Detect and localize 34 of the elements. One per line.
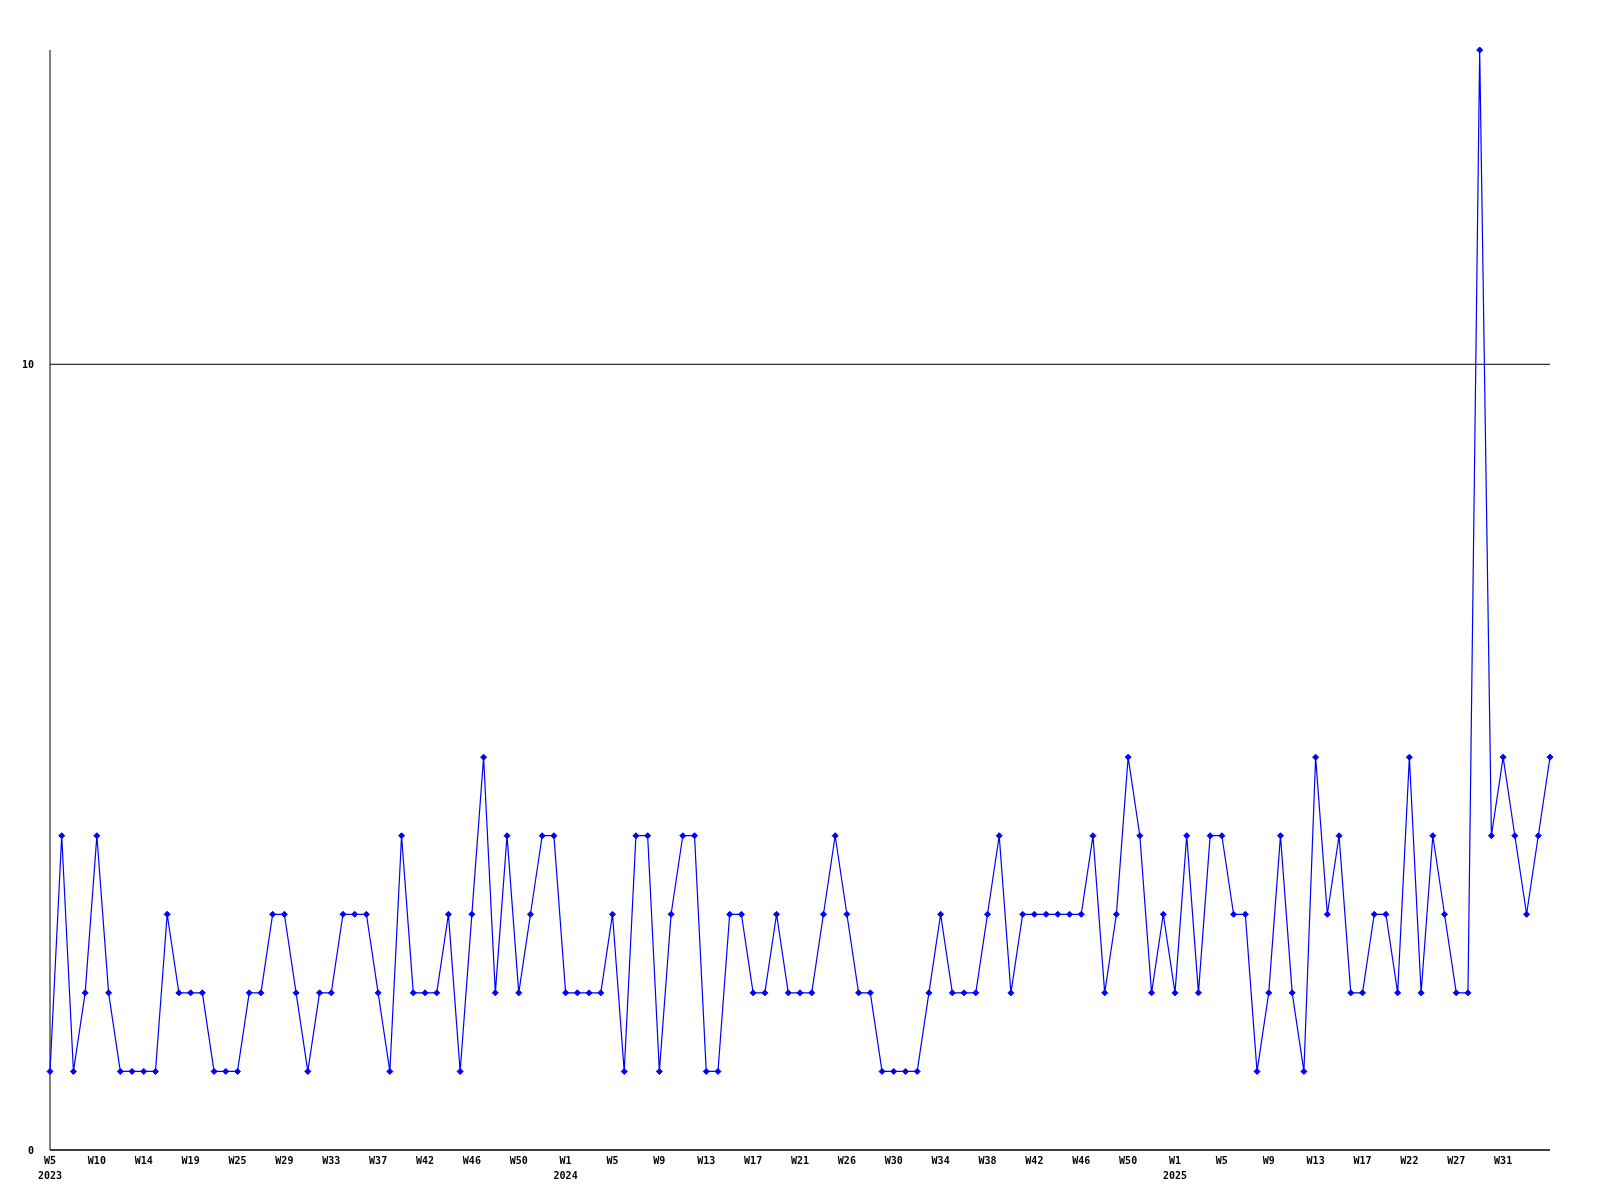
x-tick-label: W22 [1400,1155,1419,1166]
x-tick-label: W38 [978,1155,997,1166]
x-tick-label: W27 [1447,1155,1466,1166]
x-tick-label: W46 [462,1155,481,1166]
x-tick-label: W1 2025 [1162,1155,1188,1181]
x-tick-label: W30 [884,1155,903,1166]
y-tick-label: 0 [27,1144,34,1156]
x-tick-label: W5 [606,1155,619,1166]
x-tick-label: W5 2023 [37,1155,63,1181]
x-tick-label: W46 [1072,1155,1091,1166]
x-tick-label: W34 [931,1155,950,1166]
x-tick-label: W9 [1262,1155,1275,1166]
x-tick-label: W19 [181,1155,200,1166]
x-tick-label: W5 [1215,1155,1228,1166]
x-tick-label: W1 2024 [553,1155,578,1181]
x-tick-label: W29 [275,1155,294,1166]
x-tick-label: W42 [1025,1155,1044,1166]
x-tick-label: W33 [322,1155,341,1166]
x-tick-label: W17 [744,1155,763,1166]
x-tick-label: W37 [369,1155,388,1166]
x-tick-label: W26 [837,1155,856,1166]
x-tick-label: W25 [228,1155,247,1166]
x-tick-label: W9 [653,1155,666,1166]
x-tick-label: W31 [1494,1155,1513,1166]
x-tick-label: W50 [1119,1155,1138,1166]
x-tick-label: W17 [1353,1155,1372,1166]
x-tick-label: W21 [790,1155,810,1166]
x-tick-label: W50 [509,1155,528,1166]
x-tick-label: W14 [134,1155,153,1166]
x-tick-label: W42 [415,1155,435,1166]
x-tick-label: W13 [697,1155,716,1166]
x-tick-label: W13 [1306,1155,1325,1166]
x-tick-label: W10 [87,1155,106,1166]
y-tick-label: 10 [21,358,34,370]
